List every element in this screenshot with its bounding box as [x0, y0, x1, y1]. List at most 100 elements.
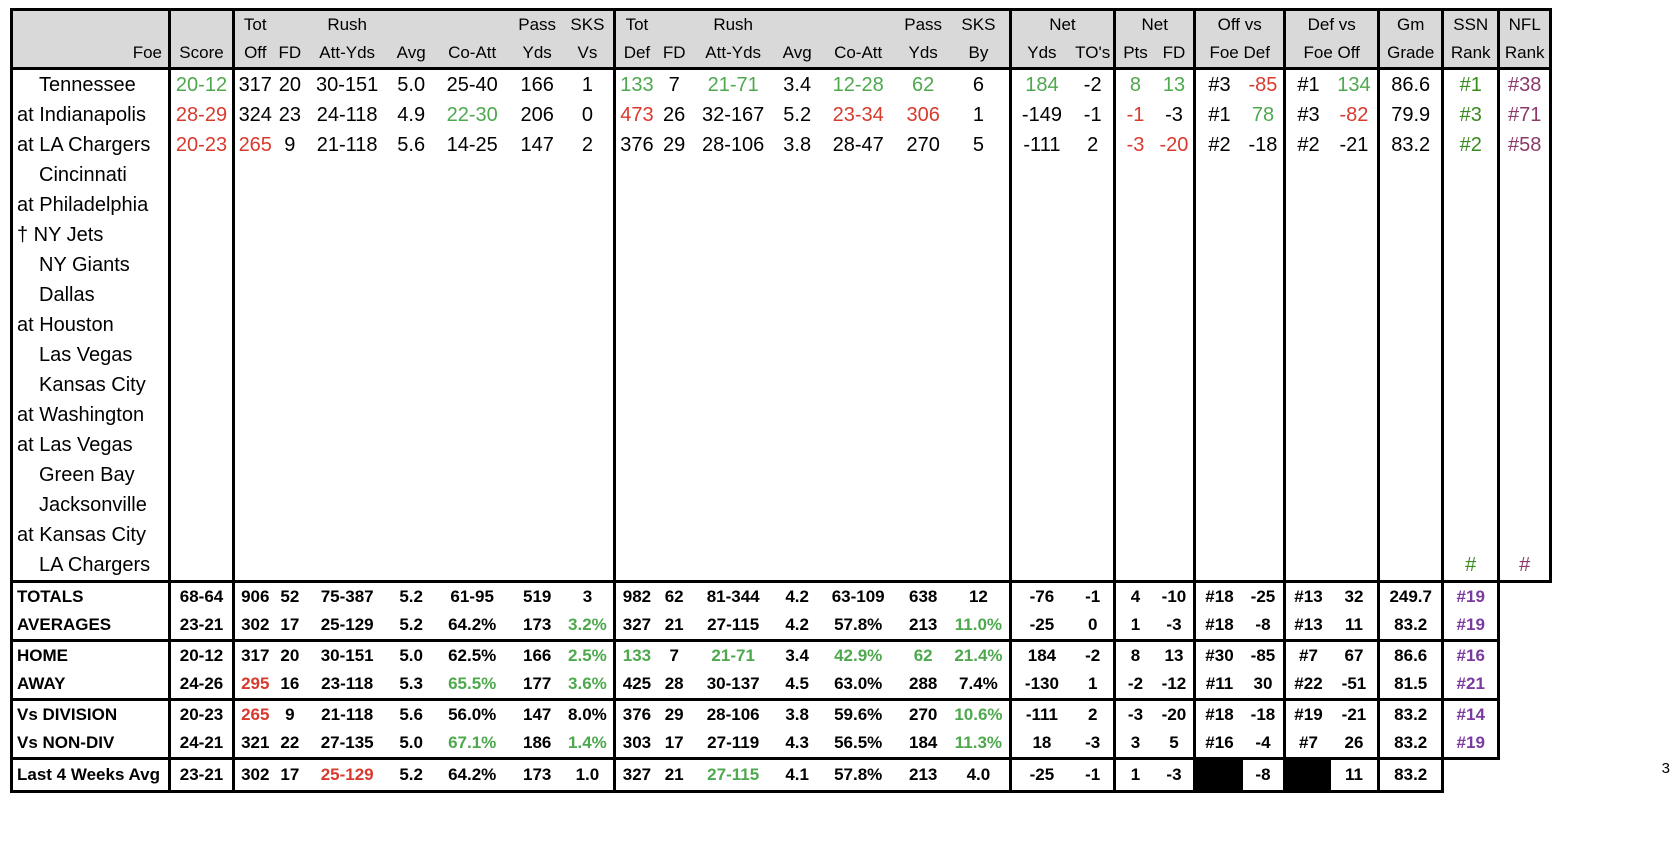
def-fd [658, 220, 690, 250]
def-fd [658, 310, 690, 340]
drush-top-header: Rush [690, 8, 777, 39]
fd-header: FD [275, 39, 305, 70]
def-pass-yds: 62 [898, 639, 949, 670]
tot-off: 302 [232, 757, 276, 793]
fd: 9 [284, 133, 296, 156]
ssn-rank: #3 [1441, 100, 1499, 130]
off-vs-rank [1193, 490, 1243, 520]
def-rush-att-yds: 28-106 [702, 133, 765, 156]
summary-row: TOTALS 68-64 906 52 75-387 5.2 61-95 519 3 982 62 8… [10, 581, 1551, 611]
ssn-rank: #19 [1441, 611, 1501, 642]
dpass-top-header: Pass [898, 8, 949, 39]
score: 20-12 [168, 68, 234, 100]
def-co-att: 59.6% [818, 698, 899, 729]
fd: 52 [280, 587, 300, 606]
def-vs-value: 11 [1330, 611, 1379, 642]
game-grade: 83.2 [1377, 757, 1445, 793]
tot-def: 327 [612, 757, 659, 793]
net-pts-header: Pts [1113, 39, 1155, 70]
net-fd: -3 [1165, 103, 1183, 126]
net-yds: -111 [1008, 698, 1073, 729]
sks-by [948, 430, 1010, 460]
net-to-header: TO's [1072, 39, 1115, 70]
def-vs-rank: #19 [1283, 698, 1331, 729]
co-att: 22-30 [446, 103, 498, 126]
def-co-att: 28-47 [832, 133, 884, 156]
ssn-rank: #16 [1441, 639, 1501, 670]
nfl-rank [1497, 430, 1553, 460]
net-fd: -3 [1154, 611, 1195, 642]
off-vs-value: -85 [1242, 639, 1285, 670]
summary-row: HOME 20-12 317 20 30-151 5.0 62.5% 166 2.5% 133 7 2… [10, 639, 1551, 670]
net-yds-header: Yds [1008, 39, 1073, 70]
ssn-rank: # [1441, 550, 1499, 583]
off-vs-value [1243, 220, 1285, 250]
def-rush-att-yds [690, 550, 777, 583]
def-rush-avg: 5.2 [783, 103, 812, 126]
def-fd [658, 280, 690, 310]
score: 20-23 [168, 698, 234, 729]
rush-avg: 5.2 [399, 587, 423, 606]
co-att [432, 400, 512, 430]
def-pass-yds [898, 490, 948, 520]
sks-vs [562, 280, 614, 310]
foe-header [10, 8, 170, 39]
tot-off [232, 310, 276, 340]
net-fd [1155, 520, 1195, 550]
rush-att-yds [304, 220, 390, 250]
pass-yds: 166 [520, 73, 554, 96]
sks-by [948, 490, 1010, 520]
def-rush-avg: 4.1 [776, 757, 819, 793]
net-fd-header: FD [1154, 39, 1195, 70]
score [168, 550, 234, 583]
net-pts: 8 [1113, 639, 1155, 670]
sks-vs: 3.6% [562, 670, 615, 701]
ssn-rank-empty [1443, 759, 1499, 792]
sks-vs [562, 160, 614, 190]
def-rush-att-yds: 27-115 [690, 757, 777, 793]
net-pts [1113, 430, 1155, 460]
rush-avg [390, 430, 432, 460]
co-att-header: Co-Att [432, 39, 513, 70]
nfl-top-header: NFL [1497, 8, 1553, 39]
off-vs-value [1243, 190, 1285, 220]
sks-vs-header: Vs [562, 39, 615, 70]
davg-header: Avg [776, 39, 819, 70]
def-rush-att-yds: 27-119 [690, 729, 777, 760]
game-row: NY Giants [10, 250, 1553, 280]
ssn-rank: #2 [1441, 130, 1499, 160]
def-fd: 21 [658, 611, 691, 642]
sks-vs: 2 [581, 133, 593, 156]
off-vs-rank [1193, 370, 1243, 400]
ssn-rank: #14 [1441, 698, 1501, 729]
tot-off [232, 460, 276, 490]
fd: 17 [275, 757, 305, 793]
rush-att-yds [304, 250, 390, 280]
sks-by [948, 460, 1010, 490]
def-fd [658, 460, 690, 490]
net-fd: 5 [1154, 729, 1195, 760]
sks-vs [562, 220, 614, 250]
foe-header: Foe [10, 39, 170, 70]
ssn-rank [1441, 490, 1499, 520]
net-pts: -1 [1113, 100, 1155, 130]
def-vs-rank [1283, 310, 1331, 340]
off-vs-rank [1193, 250, 1243, 280]
def-vs-value [1331, 400, 1379, 430]
pass-yds [512, 220, 562, 250]
pass-top-header: Pass [512, 8, 563, 39]
fd [276, 280, 305, 310]
def-pass-yds [898, 460, 948, 490]
def-rush-avg [776, 340, 818, 370]
foe-name: at Kansas City [10, 520, 170, 550]
game-grade: 86.6 [1377, 639, 1443, 670]
fd [276, 430, 305, 460]
off-vs-rank [1193, 160, 1243, 190]
net-yds [1008, 190, 1073, 220]
sks-vs [562, 310, 614, 340]
foe-name: Jacksonville [10, 490, 170, 520]
net-yds-top-header: Net [1008, 8, 1115, 39]
off-vs-rank [1193, 340, 1243, 370]
off-vs-rank: #18 [1193, 611, 1243, 642]
ssn-rank [1441, 430, 1499, 460]
